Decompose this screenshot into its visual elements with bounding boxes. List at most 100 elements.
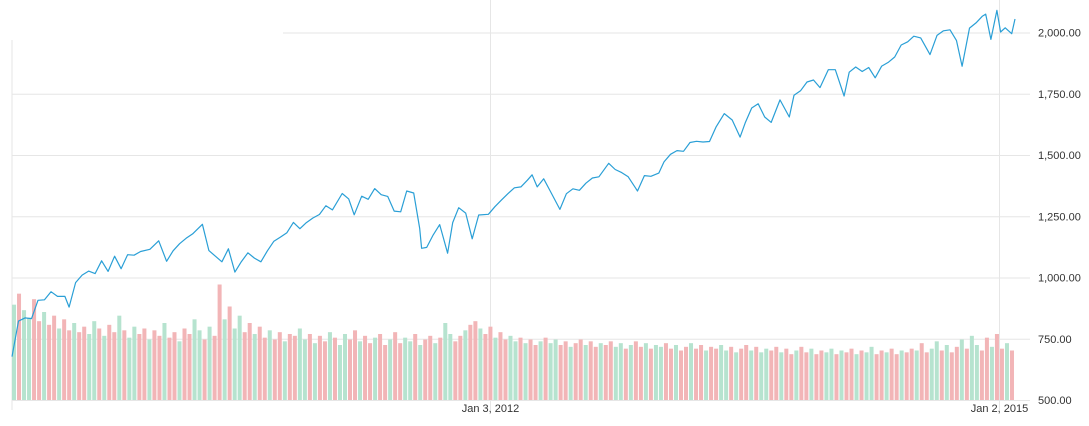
volume-bar bbox=[162, 323, 167, 400]
volume-bar bbox=[127, 337, 132, 400]
y-tick-label: 1,750.00 bbox=[1038, 89, 1081, 101]
volume-bar bbox=[668, 348, 673, 400]
volume-bar bbox=[197, 330, 202, 400]
y-tick-label: 1,500.00 bbox=[1038, 150, 1081, 162]
volume-bar bbox=[312, 343, 317, 400]
volume-bar bbox=[262, 337, 267, 400]
volume-bar bbox=[563, 341, 568, 400]
volume-bar bbox=[909, 348, 914, 400]
volume-bar bbox=[172, 332, 177, 400]
volume-bar bbox=[157, 335, 162, 400]
volume-bar bbox=[553, 339, 558, 400]
volume-bar bbox=[658, 346, 663, 400]
volume-bar bbox=[192, 319, 197, 400]
volume-bar bbox=[503, 339, 508, 400]
volume-bar bbox=[829, 348, 834, 400]
volume-bar bbox=[653, 345, 658, 400]
volume-bar bbox=[1009, 350, 1014, 400]
volume-bar bbox=[403, 337, 408, 400]
volume-bar bbox=[854, 354, 859, 400]
volume-bar bbox=[949, 352, 954, 400]
volume-bar bbox=[47, 324, 52, 400]
volume-bar bbox=[77, 332, 82, 400]
volume-bar bbox=[468, 324, 473, 400]
volume-bar bbox=[87, 334, 92, 400]
volume-bar bbox=[984, 337, 989, 400]
volume-bar bbox=[839, 350, 844, 400]
volume-bar bbox=[398, 343, 403, 400]
volume-bar bbox=[884, 352, 889, 400]
volume-bar bbox=[954, 346, 959, 400]
volume-bar bbox=[859, 350, 864, 400]
volume-bar bbox=[779, 352, 784, 400]
volume-bar bbox=[117, 315, 122, 400]
volume-bar bbox=[373, 337, 378, 400]
volume-bar bbox=[709, 346, 714, 400]
volume-bar bbox=[27, 317, 32, 400]
volume-bar bbox=[663, 343, 668, 400]
volume-bar bbox=[724, 350, 729, 400]
volume-bar bbox=[287, 334, 292, 400]
volume-bar bbox=[608, 341, 613, 400]
volume-bar bbox=[819, 350, 824, 400]
volume-bar bbox=[508, 335, 513, 400]
volume-bars bbox=[12, 284, 1014, 400]
volume-bar bbox=[974, 345, 979, 400]
volume-bar bbox=[322, 341, 327, 400]
volume-bar bbox=[388, 339, 393, 400]
volume-bar bbox=[297, 328, 302, 400]
volume-bar bbox=[453, 341, 458, 400]
volume-bar bbox=[112, 332, 117, 400]
volume-bar bbox=[82, 326, 87, 400]
volume-bar bbox=[282, 341, 287, 400]
volume-bar bbox=[794, 350, 799, 400]
volume-bar bbox=[237, 315, 242, 400]
volume-bar bbox=[628, 345, 633, 400]
volume-bar bbox=[378, 334, 383, 400]
volume-bar bbox=[227, 306, 232, 400]
volume-bar bbox=[919, 343, 924, 400]
volume-bar bbox=[242, 332, 247, 400]
volume-bar bbox=[694, 348, 699, 400]
volume-bar bbox=[433, 343, 438, 400]
volume-bar bbox=[217, 284, 222, 400]
volume-bar bbox=[478, 328, 483, 400]
volume-bar bbox=[277, 332, 282, 400]
volume-bar bbox=[448, 334, 453, 400]
volume-bar bbox=[423, 339, 428, 400]
volume-bar bbox=[643, 343, 648, 400]
volume-bar bbox=[558, 345, 563, 400]
volume-bar bbox=[267, 330, 272, 400]
volume-bar bbox=[699, 345, 704, 400]
volume-bar bbox=[383, 345, 388, 400]
volume-bar bbox=[673, 345, 678, 400]
volume-bar bbox=[633, 341, 638, 400]
volume-bar bbox=[648, 348, 653, 400]
volume-bar bbox=[844, 352, 849, 400]
volume-bar bbox=[538, 341, 543, 400]
volume-bar bbox=[247, 323, 252, 400]
volume-bar bbox=[814, 354, 819, 400]
volume-bar bbox=[964, 348, 969, 400]
volume-bar bbox=[764, 348, 769, 400]
volume-bar bbox=[528, 339, 533, 400]
volume-bar bbox=[458, 335, 463, 400]
volume-bar bbox=[769, 350, 774, 400]
volume-bar bbox=[754, 346, 759, 400]
volume-bar bbox=[483, 334, 488, 400]
volume-bar bbox=[257, 326, 262, 400]
volume-bar bbox=[518, 337, 523, 400]
volume-bar bbox=[368, 343, 373, 400]
volume-bar bbox=[42, 312, 47, 400]
volume-bar bbox=[307, 334, 312, 400]
volume-bar bbox=[182, 328, 187, 400]
volume-bar bbox=[17, 293, 22, 400]
volume-bar bbox=[342, 334, 347, 400]
price-line-layer bbox=[11, 9, 1016, 357]
volume-bar bbox=[443, 323, 448, 400]
volume-bar bbox=[548, 343, 553, 400]
volume-bar bbox=[22, 310, 27, 400]
volume-bar bbox=[804, 352, 809, 400]
